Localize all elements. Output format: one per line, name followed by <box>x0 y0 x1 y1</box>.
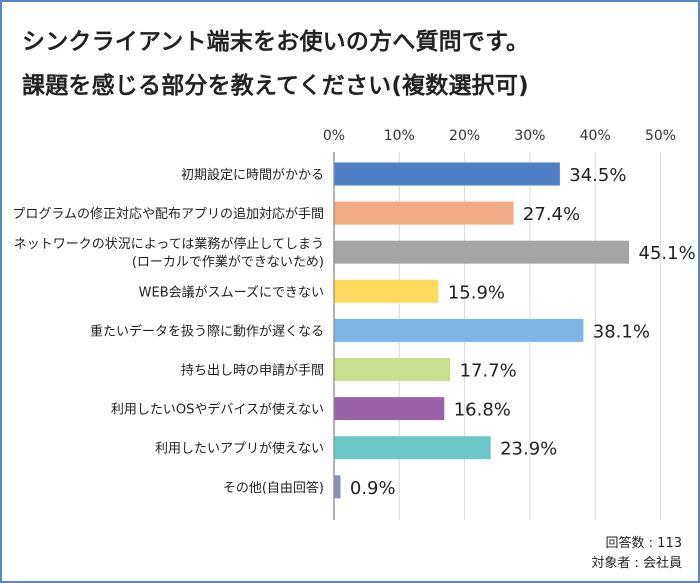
value-label: 38.1% <box>593 321 650 342</box>
value-label: 17.7% <box>460 361 517 382</box>
value-label: 23.9% <box>500 439 557 460</box>
x-tick-label: 50% <box>645 128 676 144</box>
value-label: 34.5% <box>569 165 626 186</box>
respondent-count: 回答数 : 113 <box>605 536 682 551</box>
page-title-line-2: 課題を感じる部分を教えてください(複数選択可) <box>22 73 529 99</box>
bar <box>334 201 514 225</box>
bar <box>334 436 491 460</box>
category-label: プログラムの修正対応や配布アプリの追加対応が手間 <box>12 206 324 222</box>
value-label: 45.1% <box>639 243 696 264</box>
bar <box>334 358 451 381</box>
value-label: 0.9% <box>350 478 396 499</box>
x-tick-label: 30% <box>514 128 545 144</box>
category-label: WEB会議がスムーズにできない <box>139 284 324 300</box>
bar <box>334 318 584 342</box>
bar <box>334 475 341 499</box>
bar <box>334 240 630 264</box>
value-label: 27.4% <box>523 204 580 225</box>
bar <box>334 279 439 303</box>
respondent-target: 対象者 : 会社員 <box>591 556 682 571</box>
category-label: 初期設定に時間がかかる <box>181 167 324 183</box>
x-tick-label: 0% <box>323 128 345 144</box>
value-label: 16.8% <box>454 400 511 421</box>
category-label: 利用したいアプリが使えない <box>155 441 324 457</box>
value-label: 15.9% <box>448 282 505 303</box>
category-label: 持ち出し時の申請が手間 <box>181 364 324 379</box>
x-tick-label: 20% <box>449 128 480 144</box>
bar <box>334 162 560 186</box>
page-title-line-1: シンクライアント端末をお使いの方へ質問です。 <box>22 29 530 55</box>
category-label: その他(自由回答) <box>223 480 324 496</box>
category-label: 重たいデータを扱う際に動作が遅くなる <box>90 323 324 339</box>
x-tick-label: 40% <box>580 128 611 144</box>
category-label: (ローカルで作業ができないため) <box>132 254 324 270</box>
bar <box>334 397 445 421</box>
category-label: ネットワークの状況によっては業務が停止してしまう <box>14 236 324 252</box>
category-label: 利用したいOSやデバイスが使えない <box>111 402 324 418</box>
x-tick-label: 10% <box>384 128 415 144</box>
